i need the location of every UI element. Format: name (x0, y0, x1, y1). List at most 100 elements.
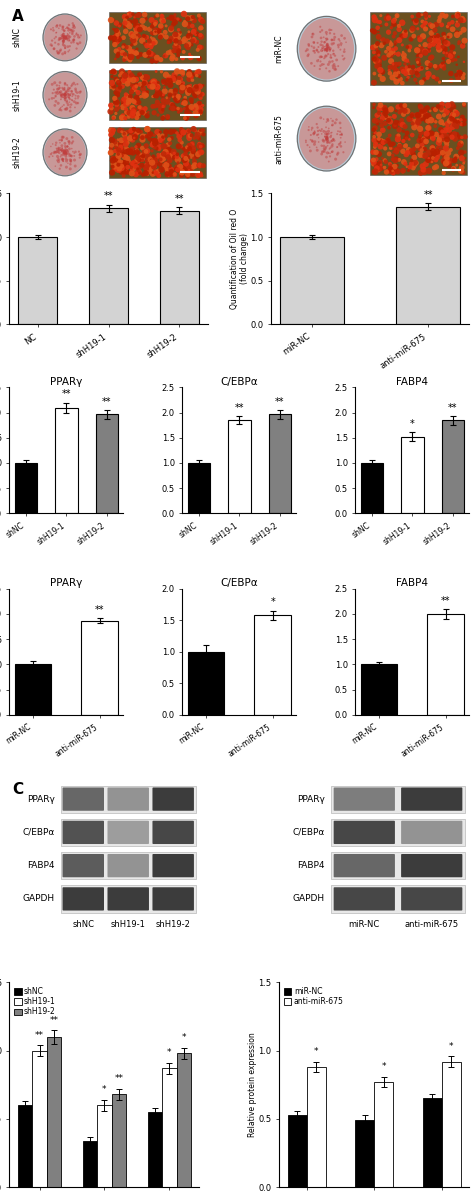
Point (413, 41, 421, 60)
Point (64, 42, 72, 61)
Point (406, 41, 413, 60)
Point (138, 68, 146, 87)
Point (69, 91, 76, 110)
Point (185, 14, 193, 33)
Point (107, 95, 115, 115)
Point (117, 136, 125, 155)
Point (380, 99, 388, 118)
Point (191, 86, 198, 105)
Point (387, 157, 395, 177)
Point (374, 56, 381, 75)
Point (383, 16, 390, 35)
Point (164, 146, 172, 165)
Point (48, 36, 56, 55)
Point (307, 130, 314, 149)
Point (75, 142, 82, 161)
Text: **: ** (49, 1015, 58, 1025)
Point (164, 107, 172, 126)
FancyBboxPatch shape (108, 888, 149, 910)
Bar (96, 414, 118, 513)
Point (433, 69, 441, 88)
Point (109, 109, 117, 128)
Point (185, 64, 193, 84)
Point (64, 95, 72, 115)
Point (55, 141, 62, 160)
Point (437, 120, 445, 140)
Point (420, 162, 428, 181)
Point (341, 39, 348, 58)
Point (54, 43, 62, 62)
Point (428, 124, 435, 143)
Point (409, 125, 416, 144)
Point (116, 66, 124, 85)
Point (135, 136, 142, 155)
Point (197, 88, 204, 107)
Point (426, 7, 433, 26)
Point (196, 156, 203, 175)
FancyBboxPatch shape (63, 854, 104, 877)
Point (123, 154, 131, 173)
Point (150, 137, 158, 156)
Point (378, 160, 386, 179)
Point (411, 70, 419, 89)
Point (323, 124, 331, 143)
Point (71, 150, 78, 169)
Point (382, 113, 389, 132)
Point (73, 33, 81, 52)
Point (64, 78, 72, 97)
Point (55, 138, 63, 157)
Point (69, 18, 76, 37)
Point (378, 36, 385, 55)
Point (113, 85, 121, 104)
Point (186, 138, 193, 157)
Point (120, 36, 128, 55)
Point (114, 153, 121, 172)
Ellipse shape (45, 73, 85, 117)
Point (428, 152, 435, 171)
Point (455, 48, 462, 67)
Point (442, 7, 449, 26)
Point (192, 25, 200, 44)
Point (120, 107, 128, 126)
Point (403, 101, 411, 120)
Point (372, 123, 379, 142)
Point (385, 118, 393, 137)
Point (188, 135, 196, 154)
Point (171, 165, 178, 184)
Point (73, 24, 80, 43)
Point (307, 125, 315, 144)
Title: C/EBPα: C/EBPα (220, 377, 258, 387)
Point (400, 122, 407, 141)
Point (429, 137, 437, 156)
Point (199, 12, 206, 31)
Point (176, 157, 184, 177)
Point (66, 86, 74, 105)
Point (118, 141, 126, 160)
Point (444, 118, 451, 137)
Point (424, 128, 431, 147)
Point (390, 162, 397, 181)
Point (426, 42, 433, 61)
Point (317, 29, 325, 48)
Bar (280, 237, 344, 324)
Point (133, 29, 141, 48)
Point (370, 95, 378, 115)
Point (133, 30, 140, 49)
Point (64, 150, 72, 169)
Point (190, 31, 198, 50)
Point (166, 86, 173, 105)
Point (422, 7, 429, 26)
Point (167, 29, 175, 48)
Point (51, 142, 58, 161)
Bar (15, 665, 51, 715)
Point (46, 147, 53, 166)
Point (66, 31, 73, 50)
Point (326, 52, 334, 72)
Point (135, 122, 142, 141)
Point (68, 147, 75, 166)
Point (155, 21, 162, 41)
Point (142, 105, 149, 124)
Point (186, 126, 194, 146)
Point (458, 128, 465, 147)
Point (57, 98, 64, 117)
